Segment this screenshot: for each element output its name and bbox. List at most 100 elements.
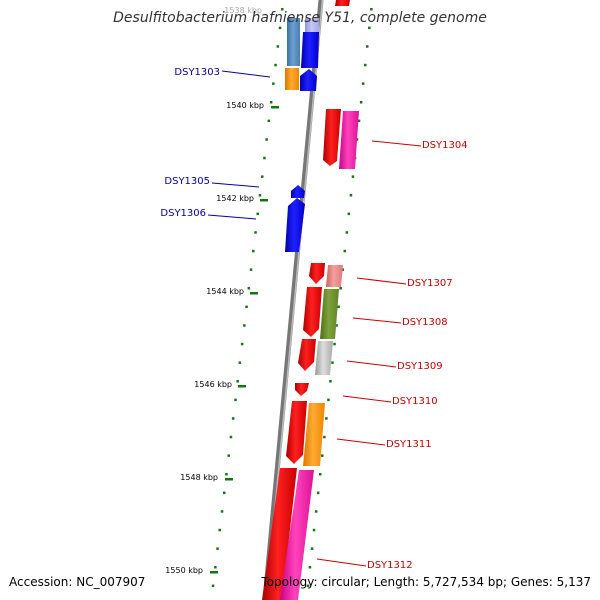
- gene-feature[interactable]: [335, 0, 350, 6]
- scale-tick-1550: 1550 kbp: [165, 566, 218, 575]
- scale-dot: [327, 398, 330, 402]
- scale-dot: [243, 324, 246, 327]
- scale-dot: [341, 268, 344, 271]
- accession-label: Accession: NC_007907: [9, 575, 146, 589]
- scale-dot: [252, 249, 255, 253]
- scale-dot: [357, 119, 361, 123]
- scale-dot: [321, 454, 324, 457]
- gene-feature[interactable]: [285, 68, 299, 90]
- gene-feature[interactable]: [300, 69, 317, 91]
- scale-dot: [247, 287, 251, 290]
- gene-feature[interactable]: [280, 470, 314, 600]
- gene-feature-dsy1308[interactable]: [303, 287, 322, 337]
- scale-dot: [314, 510, 318, 513]
- gene-feature[interactable]: [315, 341, 333, 375]
- gene-feature-dsy1312[interactable]: [262, 468, 297, 600]
- scale-dot: [281, 8, 284, 11]
- gene-label-dsy1304[interactable]: DSY1304: [422, 140, 468, 151]
- gene-label-dsy1305[interactable]: DSY1305: [164, 176, 210, 187]
- scale-dot: [267, 119, 271, 123]
- gene-labels: DSY1303 DSY1305 DSY1306 DSY1304 DSY1307 …: [160, 67, 467, 571]
- scale-dot: [231, 417, 235, 420]
- scale-dot: [329, 380, 332, 383]
- scale-dot: [349, 194, 353, 197]
- scale-tick-1548: 1548 kbp: [180, 473, 233, 482]
- scale-dot: [276, 45, 280, 48]
- gene-feature-dsy1304[interactable]: [323, 109, 341, 166]
- scale-dot: [319, 473, 322, 476]
- gene-label-dsy1310[interactable]: DSY1310: [392, 396, 438, 407]
- gene-feature[interactable]: [305, 18, 319, 32]
- gene-feature-dsy1311[interactable]: [286, 401, 307, 464]
- gene-feature-dsy1305[interactable]: [291, 185, 305, 198]
- scale-dot: [337, 305, 340, 309]
- gene-label-dsy1306[interactable]: DSY1306: [160, 208, 206, 219]
- gene-label-dsy1307[interactable]: DSY1307: [407, 278, 453, 289]
- scale-dot: [229, 435, 233, 439]
- scale-dot: [355, 138, 359, 141]
- scale-tick-label: 1550 kbp: [165, 566, 203, 575]
- topology-summary: Topology: circular; Length: 5,727,534 bp…: [261, 575, 591, 589]
- scale-tick-1542: 1542 kbp: [216, 194, 268, 203]
- scale-dot: [325, 417, 328, 420]
- scale-dot: [220, 510, 224, 513]
- gene-feature[interactable]: [326, 265, 343, 287]
- scale-dot: [254, 231, 257, 234]
- scale-dot: [308, 566, 312, 569]
- scale-tick-label: 1542 kbp: [216, 194, 254, 203]
- outer-scale-track: [211, 8, 284, 588]
- scale-dot: [218, 528, 221, 532]
- scale-dot: [366, 45, 369, 48]
- scale-dot: [345, 231, 349, 234]
- gene-feature-dsy1306[interactable]: [285, 198, 305, 252]
- scale-dot: [272, 82, 275, 85]
- scale-dot: [236, 380, 239, 383]
- scale-tick-1540: 1540 kbp: [226, 101, 279, 110]
- gene-label-dsy1309[interactable]: DSY1309: [397, 361, 443, 372]
- scale-dot: [216, 547, 219, 550]
- scale-dot: [227, 454, 230, 457]
- scale-dot: [312, 528, 316, 532]
- scale-dot: [310, 547, 314, 550]
- gene-feature[interactable]: [303, 403, 325, 466]
- gene-feature[interactable]: [339, 111, 359, 169]
- gene-feature-dsy1307[interactable]: [309, 263, 325, 284]
- scale-dot: [211, 584, 215, 588]
- scale-dot: [238, 361, 242, 364]
- scale-dot: [361, 82, 365, 85]
- scale-tick-label: 1544 kbp: [206, 287, 244, 296]
- scale-dot: [258, 194, 262, 197]
- forward-strand-features: [285, 18, 319, 252]
- scale-dot: [368, 26, 371, 30]
- scale-dot: [364, 63, 367, 67]
- scale-dot: [359, 101, 363, 104]
- scale-dot: [214, 566, 217, 569]
- gene-label-dsy1303[interactable]: DSY1303: [174, 67, 220, 78]
- scale-tick-1538: 1538 kbp: [224, 6, 262, 15]
- scale-tick-label: 1540 kbp: [226, 101, 264, 110]
- gene-feature-dsy1309[interactable]: [298, 339, 316, 371]
- gene-label-dsy1308[interactable]: DSY1308: [402, 317, 448, 328]
- scale-dot: [269, 101, 273, 104]
- gene-feature[interactable]: [287, 18, 300, 66]
- gene-feature-dsy1303[interactable]: [301, 32, 319, 68]
- gene-label-dsy1312[interactable]: DSY1312: [367, 560, 413, 571]
- scale-dot: [323, 435, 326, 439]
- genome-title: Desulfitobacterium hafniense Y51, comple…: [113, 10, 487, 26]
- gene-leader-lines: [207, 70, 422, 567]
- scale-dot: [274, 63, 277, 67]
- scale-dot: [331, 361, 334, 364]
- scale-dot: [245, 305, 248, 309]
- gene-feature-dsy1310[interactable]: [295, 383, 309, 396]
- scale-dot: [333, 342, 336, 346]
- scale-tick-label: 1538 kbp: [224, 6, 262, 15]
- scale-dot: [265, 138, 268, 141]
- scale-dot: [261, 175, 264, 178]
- gene-feature[interactable]: [320, 289, 339, 339]
- scale-dot: [347, 212, 351, 216]
- scale-dot: [335, 324, 338, 327]
- gene-label-dsy1311[interactable]: DSY1311: [386, 439, 432, 450]
- scale-dot: [343, 249, 346, 253]
- scale-dot: [306, 584, 310, 588]
